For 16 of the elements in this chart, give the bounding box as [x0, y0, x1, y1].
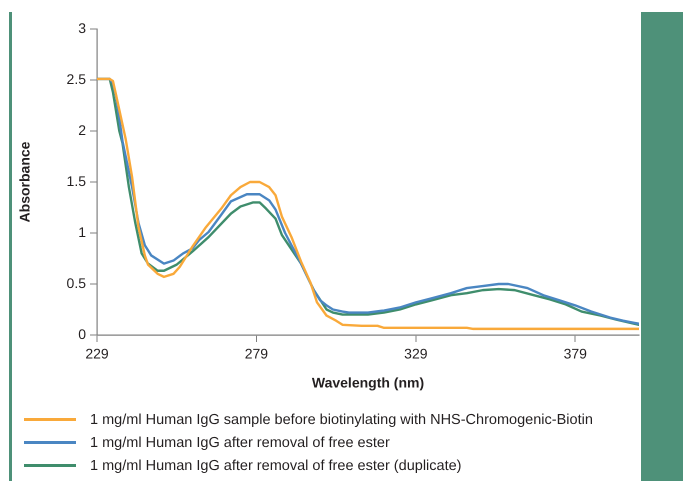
- x-tick-label: 329: [404, 345, 428, 362]
- x-tick-label: 229: [85, 345, 109, 362]
- y-axis-title: Absorbance: [16, 141, 32, 222]
- x-tick-label: 379: [564, 345, 588, 362]
- y-tick-label: 2.5: [66, 70, 86, 87]
- y-tick-label: 2: [78, 122, 86, 138]
- y-tick-label: 3: [78, 20, 86, 36]
- y-tick-label: 0: [78, 326, 86, 342]
- y-tick-label: 1.5: [66, 172, 86, 189]
- x-axis-title: Wavelength (nm): [312, 374, 424, 390]
- legend-label: 1 mg/ml Human IgG after removal of free ester (duplicate): [90, 458, 462, 474]
- y-tick-label: 0.5: [66, 274, 86, 291]
- legend-label: 1 mg/ml Human IgG after removal of free ester: [90, 434, 390, 450]
- legend-label: 1 mg/ml Human IgG sample before biotinylating with NHS-Chromogenic-Biotin: [90, 412, 593, 428]
- y-tick-label: 1: [78, 224, 86, 240]
- x-tick-label: 279: [244, 345, 268, 362]
